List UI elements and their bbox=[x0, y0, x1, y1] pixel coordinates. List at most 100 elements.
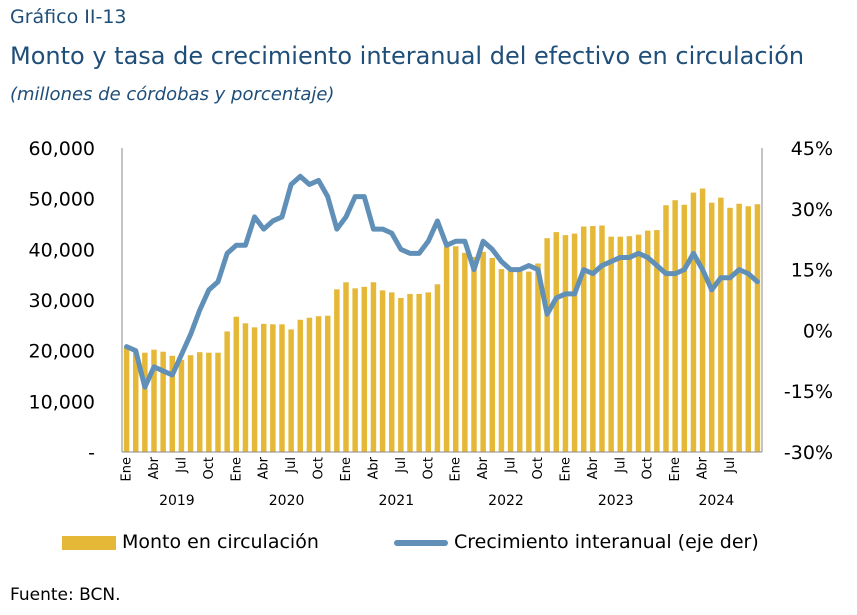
bar bbox=[334, 289, 340, 452]
left-tick-label: 50,000 bbox=[29, 189, 95, 211]
right-tick-label: 45% bbox=[791, 138, 833, 160]
x-tick-label: Jul bbox=[174, 457, 189, 474]
bar bbox=[279, 324, 285, 452]
legend-label-bars: Monto en circulación bbox=[122, 531, 319, 553]
right-tick-label: 15% bbox=[791, 260, 833, 282]
bar bbox=[215, 352, 221, 452]
year-label: 2019 bbox=[159, 493, 195, 509]
x-tick-label: Abr bbox=[476, 456, 491, 479]
bar bbox=[288, 329, 294, 452]
right-tick-label: 30% bbox=[791, 199, 833, 221]
bar bbox=[745, 206, 752, 452]
bar bbox=[352, 288, 358, 452]
bar bbox=[407, 293, 413, 452]
bar bbox=[681, 204, 688, 452]
bar bbox=[635, 234, 642, 452]
left-tick-label: 10,000 bbox=[29, 391, 95, 413]
bar bbox=[370, 282, 377, 452]
x-tick-label: Ene bbox=[229, 457, 244, 481]
bar bbox=[151, 349, 157, 452]
bar bbox=[571, 233, 578, 452]
bar bbox=[727, 207, 733, 452]
bar-series bbox=[123, 188, 761, 452]
bar bbox=[434, 284, 441, 452]
bar bbox=[663, 205, 669, 452]
bar bbox=[306, 317, 313, 452]
left-tick-label: 60,000 bbox=[29, 138, 95, 160]
bar bbox=[233, 316, 240, 452]
x-tick-label: Oct bbox=[531, 457, 546, 479]
growth-line bbox=[124, 173, 760, 390]
x-tick-label: Jul bbox=[394, 457, 409, 474]
bar bbox=[187, 355, 194, 452]
legend-swatch-bars bbox=[62, 535, 116, 550]
year-label: 2024 bbox=[698, 493, 734, 509]
bar bbox=[169, 355, 176, 452]
line-series bbox=[124, 173, 760, 390]
bar bbox=[617, 236, 624, 452]
bar bbox=[242, 323, 249, 452]
bar bbox=[590, 226, 596, 452]
x-tick-label: Ene bbox=[339, 457, 354, 481]
bar bbox=[251, 327, 258, 452]
chart-subtitle: (millones de córdobas y porcentaje) bbox=[10, 84, 335, 105]
x-tick-label: Jul bbox=[613, 457, 628, 474]
x-tick-label: Ene bbox=[558, 457, 573, 481]
x-tick-label: Oct bbox=[312, 457, 327, 479]
bar bbox=[388, 292, 395, 452]
x-tick-label: Abr bbox=[586, 456, 601, 479]
x-tick-label: Oct bbox=[202, 457, 217, 479]
x-tick-label: Ene bbox=[668, 457, 683, 481]
bar bbox=[516, 271, 523, 452]
bar bbox=[270, 324, 276, 452]
bar bbox=[416, 293, 422, 452]
bar bbox=[452, 246, 459, 452]
left-tick-label: 20,000 bbox=[29, 341, 95, 363]
bar bbox=[626, 236, 633, 452]
bar bbox=[489, 257, 496, 452]
bar bbox=[562, 235, 569, 452]
bar bbox=[754, 204, 761, 452]
bar bbox=[132, 351, 139, 452]
bar bbox=[260, 323, 267, 452]
right-tick-label: -30% bbox=[784, 442, 833, 464]
chart-title: Monto y tasa de crecimiento interanual d… bbox=[10, 42, 805, 70]
bar bbox=[654, 230, 660, 452]
bar bbox=[196, 352, 203, 452]
bar bbox=[480, 251, 486, 452]
bar bbox=[736, 203, 742, 452]
bar bbox=[535, 263, 541, 452]
bar bbox=[123, 346, 130, 452]
left-tick-label: 40,000 bbox=[29, 239, 95, 261]
bar bbox=[224, 331, 230, 452]
year-label: 2021 bbox=[378, 493, 414, 509]
left-tick-label: 30,000 bbox=[29, 290, 95, 312]
x-tick-label: Abr bbox=[696, 456, 711, 479]
x-tick-label: Jul bbox=[723, 457, 738, 474]
bar bbox=[324, 315, 331, 452]
x-tick-label: Abr bbox=[147, 456, 162, 479]
year-label: 2020 bbox=[269, 493, 305, 509]
x-tick-label: Jul bbox=[284, 457, 299, 474]
year-label: 2022 bbox=[488, 493, 524, 509]
axes bbox=[121, 148, 763, 453]
bar bbox=[580, 226, 587, 452]
legend-item-line: Crecimiento interanual (eje der) bbox=[394, 531, 759, 553]
chart-label: Gráfico II-13 bbox=[10, 6, 127, 28]
x-tick-label: Oct bbox=[421, 457, 436, 479]
bar bbox=[718, 197, 724, 452]
x-tick-label: Oct bbox=[641, 457, 656, 479]
bar bbox=[498, 269, 505, 452]
tick-labels: - 10,000 20,000 30,000 40,000 50,000 60,000 -30… bbox=[29, 138, 833, 509]
bar bbox=[178, 359, 185, 452]
bar bbox=[708, 202, 715, 452]
bar bbox=[142, 352, 148, 452]
bar bbox=[343, 282, 349, 452]
x-tick-label: Ene bbox=[449, 457, 464, 481]
bar bbox=[471, 256, 477, 452]
bar bbox=[315, 316, 322, 452]
bar bbox=[644, 230, 651, 452]
right-tick-label: -15% bbox=[784, 381, 833, 403]
bar bbox=[699, 188, 706, 452]
source-note: Fuente: BCN. bbox=[10, 585, 121, 605]
